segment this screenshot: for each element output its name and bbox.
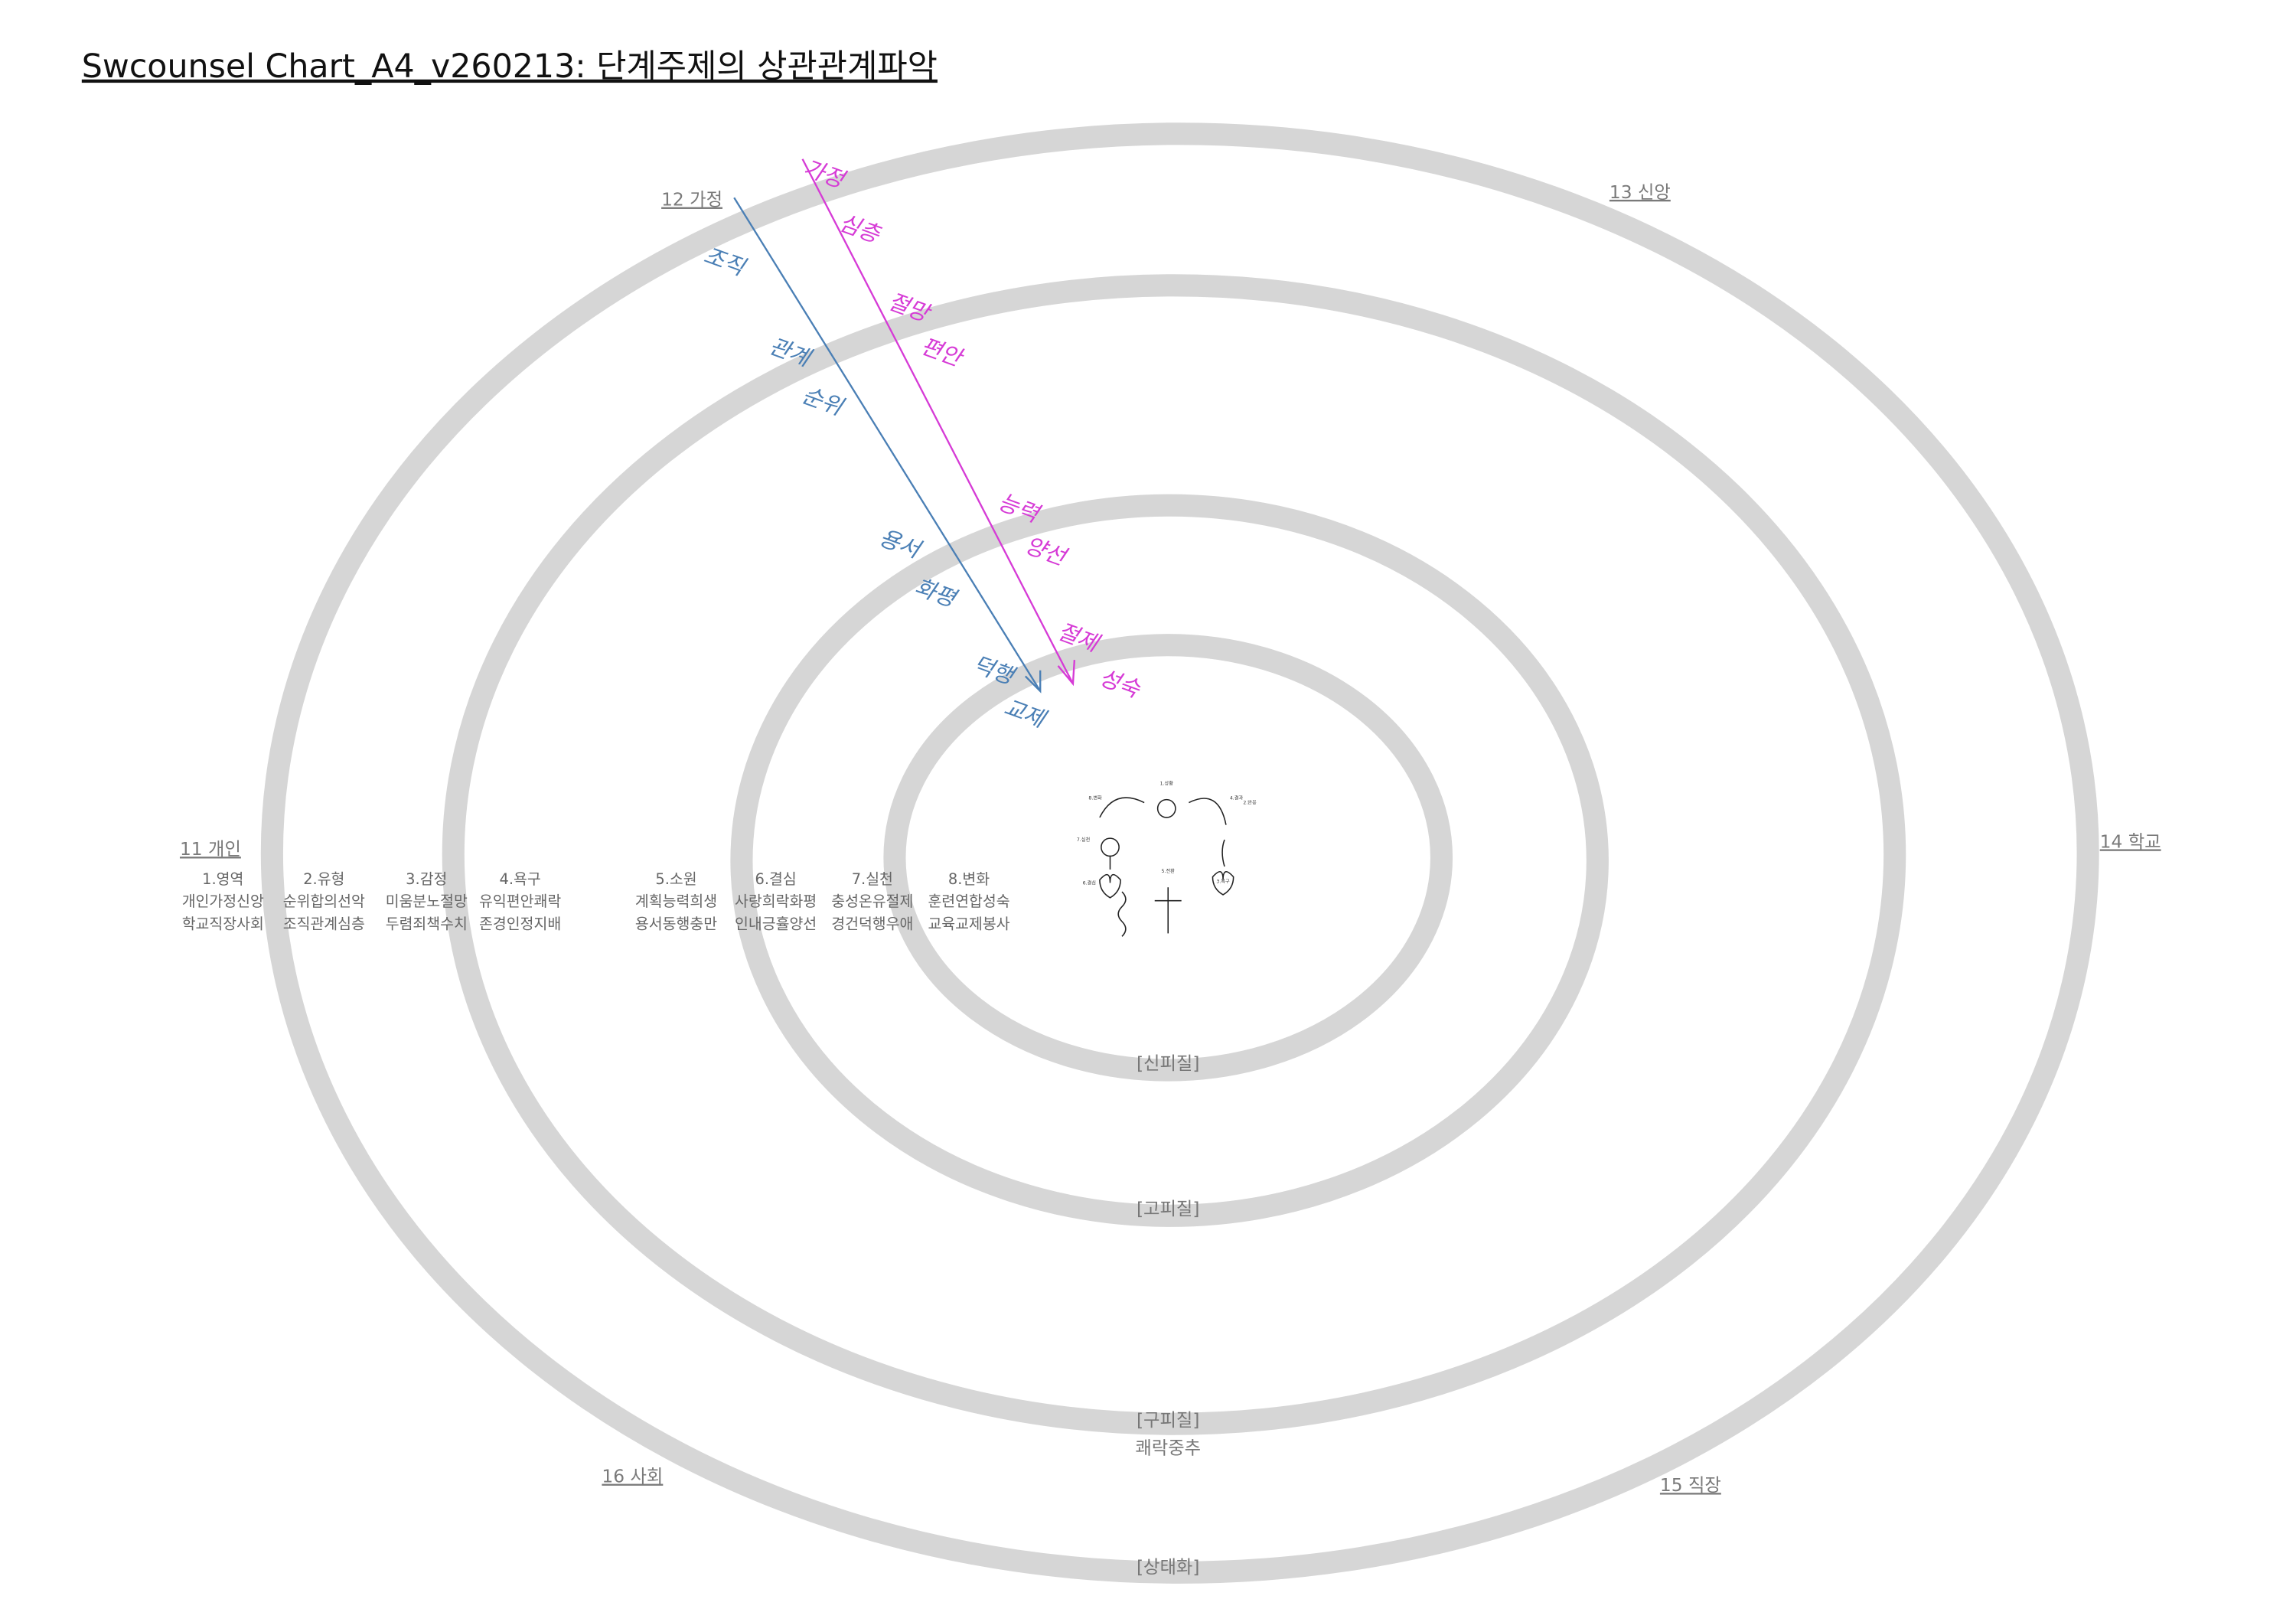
table-heading: 1.영역 [202,870,243,888]
diagram-label: 8.변화 [1088,795,1102,801]
table-heading: 8.변화 [948,870,990,888]
table-cell: 두렴죄책수치 [386,915,468,932]
handwritten-blue: 교제 [1000,694,1050,733]
title: Swcounsel Chart_A4_v260213: 단계주제의 상관관계파악 [82,47,938,86]
region-label: 12 가정 [661,190,722,211]
table-cell: 조직관계심층 [283,915,365,932]
table-heading: 3.감정 [406,870,447,888]
diagram-label: 1.상황 [1160,780,1174,786]
diagram-label: 7.실천 [1077,837,1091,843]
magenta-line [801,158,1074,684]
handwritten-magenta: 양선 [1022,532,1071,571]
handwritten-magenta: 성숙 [1096,664,1145,703]
table-cell: 사랑희락화평 [735,893,817,910]
diagram-label: 4.결과 [1230,795,1244,801]
table-heading: 7.실천 [852,870,893,888]
table-cell: 학교직장사회 [182,915,264,932]
table-cell: 미움분노절망 [386,893,468,910]
table-cell: 충성온유절제 [831,893,913,910]
table-cell: 용서동행충만 [635,915,717,932]
table-cell: 인내긍휼양선 [735,915,817,932]
table-cell: 계획능력희생 [635,893,717,910]
table-cell: 개인가정신앙 [182,893,264,910]
handwritten-blue: 용서 [876,524,925,563]
ring-label: [고피질] [1137,1199,1199,1219]
handwritten-magenta: 편안 [918,333,967,372]
table-heading: 5.소원 [655,870,696,888]
table-cell: 경건덕행우애 [831,915,913,932]
diagram-label: 5.전환 [1162,868,1176,874]
blue-line [733,197,1042,692]
diagram-label: 6.결심 [1083,880,1096,886]
ring-label: 쾌락중추 [1135,1438,1201,1459]
region-label: 13 신앙 [1609,182,1671,203]
ring-2 [442,274,1906,1435]
magenta-arrow [1057,660,1076,687]
table-cell: 존경인정지배 [479,915,561,932]
diagram-label: 3.욕구 [1216,879,1230,884]
ring-label: [구피질] [1137,1410,1199,1431]
center-diagram [1099,797,1234,937]
table-heading: 6.결심 [755,870,796,888]
ring-3 [730,494,1609,1227]
region-label: 11 개인 [180,839,241,860]
diagram-label: 2.반응 [1243,800,1257,806]
region-label: 14 학교 [2100,831,2161,852]
table-heading: 2.유형 [303,870,344,888]
table-cell: 순위합의선악 [283,893,365,910]
region-label: 15 직장 [1660,1475,1721,1496]
table-cell: 훈련연합성숙 [928,893,1009,910]
region-label: 16 사회 [602,1467,663,1487]
handwritten-magenta: 심층 [836,209,885,248]
table-heading: 4.욕구 [500,870,541,888]
ring-outer [260,122,2099,1584]
handwritten-blue: 조직 [700,242,750,281]
ring-label: [신피질] [1137,1053,1199,1074]
table-cell: 교육교제봉사 [928,915,1009,932]
blue-arrow [1024,670,1042,694]
table-cell: 유익편안쾌락 [479,893,561,910]
handwritten-blue: 순위 [798,382,848,421]
ring-inner [883,634,1453,1082]
ring-label: [상태화] [1137,1557,1199,1578]
handwritten-blue: 화평 [912,573,961,612]
